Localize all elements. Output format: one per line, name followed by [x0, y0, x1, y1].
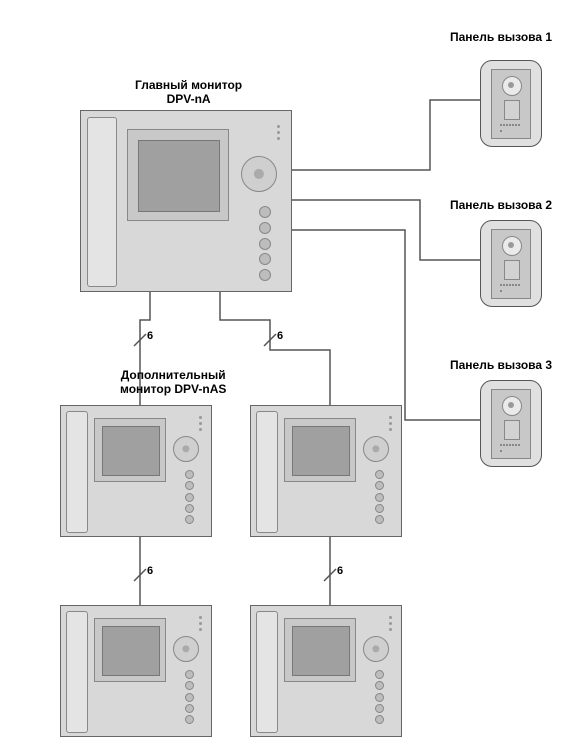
screen-frame [284, 418, 356, 482]
screen [102, 426, 160, 476]
panel2-label: Панель вызова 2 [450, 198, 552, 212]
main-monitor-label-line1: Главный монитор [135, 78, 242, 92]
indicator-dots [277, 125, 280, 140]
wire-count-3: 6 [147, 565, 153, 577]
indicator-dots [389, 616, 392, 631]
screen [138, 140, 220, 212]
handset [66, 611, 88, 733]
screen [292, 626, 350, 676]
nav-joypad [173, 636, 199, 662]
screen-frame [94, 618, 166, 682]
speaker-grille [500, 284, 522, 294]
panel-body [491, 229, 531, 299]
camera-icon [502, 396, 522, 416]
handset [87, 117, 117, 287]
camera-icon [502, 76, 522, 96]
button-column [259, 206, 273, 281]
screen-frame [94, 418, 166, 482]
camera-icon [502, 236, 522, 256]
main-monitor-label-line2: DPV-nA [167, 92, 211, 106]
screen [292, 426, 350, 476]
screen-frame [284, 618, 356, 682]
additional-monitor-label: Дополнительный монитор DPV-nAS [120, 368, 226, 396]
sub-monitor-3 [60, 605, 212, 737]
wire-count-2: 6 [277, 330, 283, 342]
call-button [504, 260, 520, 280]
sub-monitor-2 [250, 405, 402, 537]
main-monitor-label: Главный монитор DPV-nA [135, 78, 242, 106]
indicator-dots [199, 616, 202, 631]
screen [102, 626, 160, 676]
panel-body [491, 389, 531, 459]
sub-monitor-4 [250, 605, 402, 737]
handset [66, 411, 88, 533]
call-button [504, 100, 520, 120]
speaker-grille [500, 124, 522, 134]
panel1-label: Панель вызова 1 [450, 30, 552, 44]
main-monitor [80, 110, 292, 292]
nav-joypad [363, 436, 389, 462]
indicator-dots [389, 416, 392, 431]
call-panel-2 [480, 220, 542, 307]
additional-label-line1: Дополнительный [121, 368, 226, 382]
button-column [185, 670, 195, 724]
panel-body [491, 69, 531, 139]
button-column [375, 670, 385, 724]
additional-label-line2: монитор DPV-nAS [120, 382, 226, 396]
speaker-grille [500, 444, 522, 454]
call-panel-3 [480, 380, 542, 467]
indicator-dots [199, 416, 202, 431]
button-column [185, 470, 195, 524]
button-column [375, 470, 385, 524]
call-panel-1 [480, 60, 542, 147]
nav-joypad [363, 636, 389, 662]
wire-count-4: 6 [337, 565, 343, 577]
nav-joypad [241, 156, 277, 192]
panel3-label: Панель вызова 3 [450, 358, 552, 372]
screen-frame [127, 129, 229, 221]
handset [256, 411, 278, 533]
nav-joypad [173, 436, 199, 462]
call-button [504, 420, 520, 440]
wire-count-1: 6 [147, 330, 153, 342]
sub-monitor-1 [60, 405, 212, 537]
handset [256, 611, 278, 733]
